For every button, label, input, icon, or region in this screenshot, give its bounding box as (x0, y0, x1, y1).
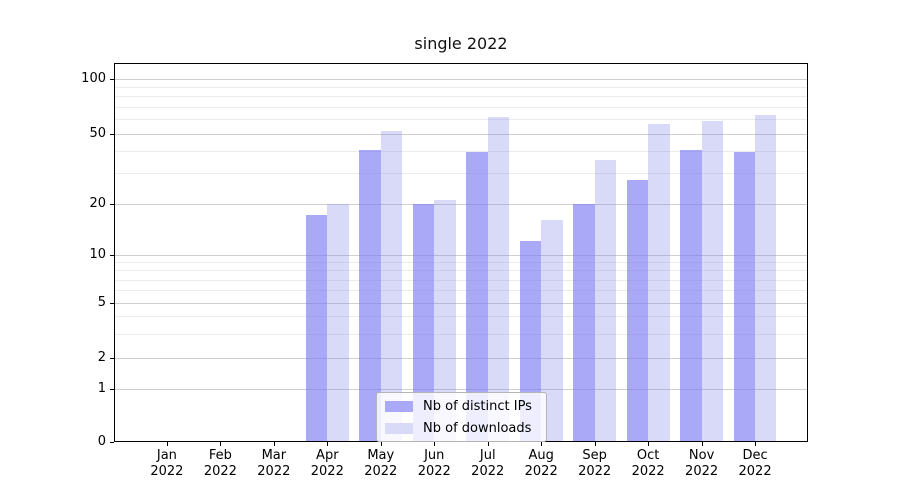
gridline-minor (115, 270, 807, 272)
gridline-minor (115, 290, 807, 292)
bar-may-distinct-ips (359, 150, 381, 441)
chart-title: single 2022 (414, 34, 508, 53)
gridline-minor (115, 106, 807, 108)
bar-jun-distinct-ips (412, 203, 435, 441)
gridline-100 (115, 78, 807, 80)
y-tick-label-5: 5 (97, 295, 106, 310)
gridline-minor (115, 316, 807, 318)
gridline-5 (115, 303, 807, 304)
bar-dec-distinct-ips (733, 152, 756, 441)
y-tick-0 (110, 441, 114, 443)
legend-label-downloads: Nb of downloads (423, 420, 532, 436)
x-tick-dec (755, 442, 757, 446)
y-tick-10 (110, 255, 114, 256)
bar-nov-downloads (701, 121, 723, 441)
x-tick-label-jun: Jun 2022 (417, 448, 451, 479)
y-tick-label-2: 2 (97, 350, 106, 366)
legend-row-downloads: Nb of downloads (377, 419, 546, 437)
x-tick-label-dec: Dec 2022 (738, 448, 772, 479)
x-tick-label-jul: Jul 2022 (471, 448, 505, 479)
x-tick-mar (273, 442, 275, 446)
y-tick-1 (110, 388, 114, 390)
x-tick-jun (434, 442, 436, 446)
bar-may-downloads (380, 131, 403, 441)
x-tick-label-may: May 2022 (364, 448, 398, 479)
bar-nov-distinct-ips (680, 150, 702, 441)
x-tick-jan (166, 442, 168, 446)
y-tick-50 (110, 133, 114, 135)
x-tick-label-feb: Feb 2022 (203, 448, 237, 479)
x-tick-nov (701, 442, 703, 446)
legend: Nb of distinct IPs Nb of downloads (376, 392, 547, 442)
y-tick-label-20: 20 (89, 196, 106, 211)
gridline-minor (115, 333, 807, 335)
x-tick-label-mar: Mar 2022 (257, 448, 291, 479)
y-tick-2 (110, 358, 114, 360)
bar-aug-downloads (541, 219, 563, 441)
bar-sep-downloads (594, 160, 617, 441)
x-tick-jul (487, 442, 489, 446)
bar-jun-downloads (434, 199, 456, 441)
x-tick-label-nov: Nov 2022 (685, 448, 719, 479)
gridline-minor (115, 172, 807, 174)
gridline-minor (115, 279, 807, 281)
plot-area (114, 63, 808, 442)
gridline-minor (115, 262, 807, 264)
gridline-minor (115, 150, 807, 152)
bar-oct-downloads (648, 124, 670, 441)
gridline-50 (115, 133, 807, 135)
x-tick-may (380, 442, 382, 446)
y-tick-20 (110, 204, 114, 205)
bar-apr-distinct-ips (305, 215, 328, 441)
bar-jul-downloads (487, 117, 510, 441)
bar-oct-distinct-ips (626, 180, 649, 441)
y-tick-label-0: 0 (97, 433, 106, 449)
x-tick-label-oct: Oct 2022 (631, 448, 665, 479)
y-tick-label-50: 50 (89, 125, 106, 141)
gridline-2 (115, 358, 807, 360)
x-tick-label-apr: Apr 2022 (310, 448, 344, 479)
gridline-minor (115, 86, 807, 88)
gridline-minor (115, 119, 807, 121)
bar-aug-distinct-ips (519, 241, 542, 441)
x-tick-label-aug: Aug 2022 (524, 448, 558, 479)
legend-row-distinct-ips: Nb of distinct IPs (377, 397, 546, 415)
y-tick-5 (110, 303, 114, 304)
x-tick-apr (327, 442, 329, 446)
legend-swatch-distinct-ips (385, 400, 413, 412)
bar-apr-downloads (327, 203, 349, 441)
x-tick-label-sep: Sep 2022 (578, 448, 612, 479)
gridline-minor (115, 96, 807, 98)
bar-jul-distinct-ips (466, 152, 488, 441)
bar-dec-downloads (755, 114, 777, 441)
y-tick-label-10: 10 (89, 247, 106, 262)
gridline-20 (115, 204, 807, 205)
gridline-10 (115, 255, 807, 256)
legend-swatch-downloads (385, 422, 413, 434)
x-tick-oct (648, 442, 650, 446)
bar-sep-distinct-ips (573, 203, 595, 441)
legend-label-distinct-ips: Nb of distinct IPs (423, 398, 532, 414)
y-tick-100 (110, 78, 114, 80)
x-tick-label-jan: Jan 2022 (150, 448, 184, 479)
gridline-1 (115, 388, 807, 390)
y-tick-label-1: 1 (97, 380, 106, 396)
y-tick-label-100: 100 (81, 70, 106, 86)
x-tick-sep (594, 442, 596, 446)
x-tick-aug (541, 442, 543, 446)
x-tick-feb (220, 442, 222, 446)
